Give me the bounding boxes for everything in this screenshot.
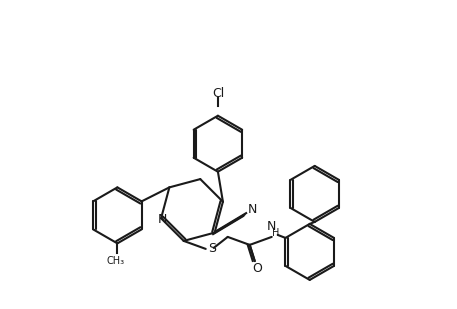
- Text: O: O: [252, 262, 262, 275]
- Text: Cl: Cl: [212, 87, 224, 100]
- Text: N: N: [248, 203, 257, 216]
- Text: CH₃: CH₃: [106, 256, 124, 266]
- Text: H: H: [272, 228, 279, 238]
- Text: S: S: [208, 242, 216, 256]
- Text: N: N: [157, 213, 167, 226]
- Text: N: N: [267, 220, 276, 233]
